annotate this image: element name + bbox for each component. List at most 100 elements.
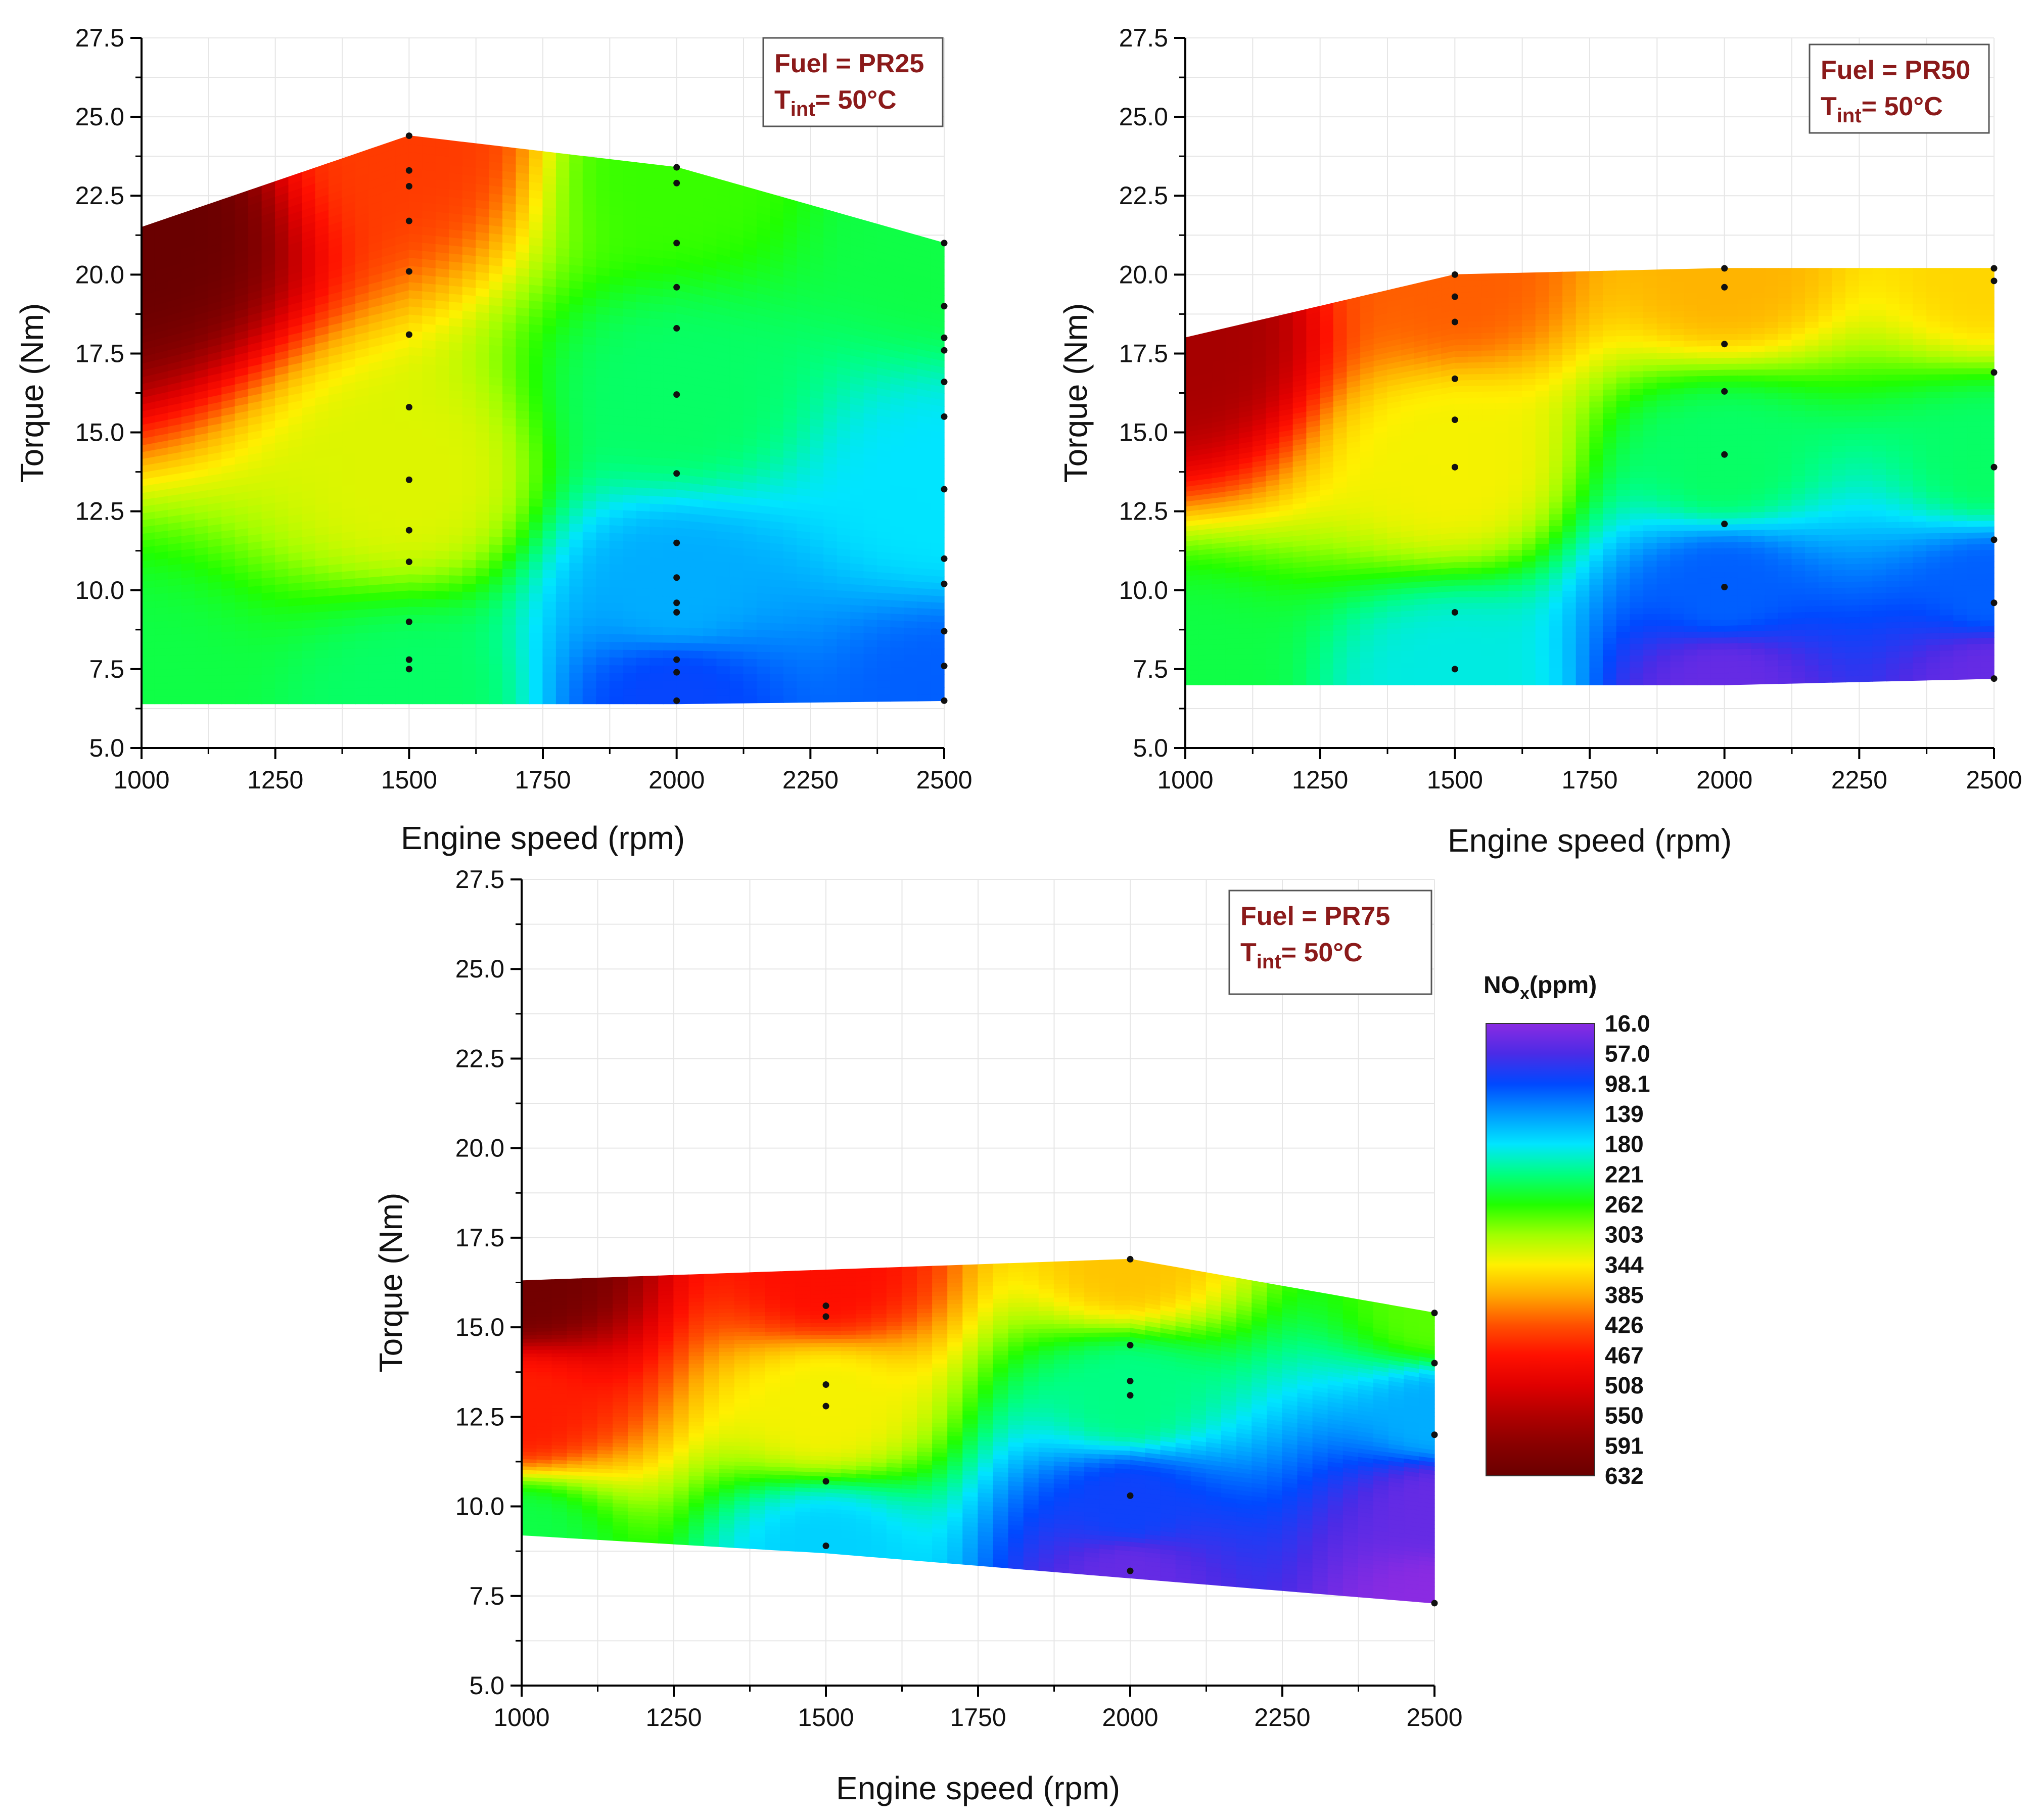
contour-cell [756,585,771,594]
contour-cell [1266,674,1280,680]
data-point [941,379,948,386]
contour-cell [154,627,169,636]
contour-cell [1185,659,1199,666]
contour-cell [797,601,811,611]
contour-cell [435,429,450,439]
contour-cell [903,667,918,675]
contour-cell [315,611,330,620]
contour-cell [650,572,664,581]
contour-cell [408,606,423,616]
contour-cell [689,596,704,606]
contour-cell [903,661,918,668]
contour-cell [542,333,557,343]
contour-cell [542,427,557,437]
contour-cell [1252,648,1267,655]
contour-cell [462,334,477,344]
contour-cell [582,367,597,377]
contour-cell [408,338,423,348]
contour-cell [395,549,409,559]
contour-cell [877,592,891,600]
contour-cell [650,688,664,697]
contour-cell [582,695,597,705]
contour-cell [489,663,503,673]
contour-cell [422,687,436,696]
data-point [673,284,680,291]
contour-cell [596,563,610,572]
contour-cell [850,611,864,620]
contour-cell [301,596,316,605]
contour-cell [650,410,664,420]
contour-cell [221,609,236,618]
contour-cell [569,342,584,352]
contour-cell [382,567,396,577]
contour-cell [663,634,677,643]
contour-cell [917,627,932,635]
contour-cell [582,492,597,501]
contour-cell [395,679,409,688]
contour-cell [555,436,570,446]
contour-cell [569,507,584,517]
contour-cell [516,465,530,475]
contour-cell [863,660,878,668]
contour-cell [168,689,182,697]
contour-cell [609,610,624,619]
contour-cell [1185,644,1199,651]
contour-cell [689,665,704,674]
contour-cell [382,615,396,625]
contour-cell [689,558,704,568]
contour-cell [783,616,798,624]
contour-cell [756,629,771,638]
contour-cell [476,695,490,705]
contour-cell [555,570,570,579]
contour-cell [850,652,864,661]
contour-cell [315,672,330,681]
contour-cell [676,680,690,689]
contour-cell [850,570,864,578]
contour-cell [650,318,664,328]
contour-cell [422,363,436,374]
contour-cell [408,411,423,421]
contour-cell [516,513,530,523]
contour-cell [449,542,463,552]
contour-cell [342,617,356,627]
contour-cell [890,633,905,641]
contour-cell [208,653,222,662]
contour-cell [569,593,584,603]
contour-cell [569,648,584,658]
contour-cell [703,590,717,599]
contour-cell [275,688,289,697]
contour-cell [716,673,731,681]
contour-cell [342,562,356,572]
contour-cell [449,293,463,303]
contour-cell [663,642,677,651]
contour-cell [797,566,811,575]
contour-cell [823,624,838,633]
contour-cell [609,532,624,542]
contour-cell [529,410,543,421]
contour-cell [663,296,677,306]
contour-cell [716,583,731,592]
contour-cell [542,348,557,358]
contour-cell [596,532,610,541]
contour-cell [596,508,610,518]
contour-cell [476,383,490,393]
contour-cell [689,680,704,689]
contour-cell [422,566,436,575]
contour-cell [408,395,423,405]
contour-cell [408,468,423,478]
contour-cell [275,598,289,608]
contour-cell [221,616,236,625]
contour-cell [261,606,276,616]
contour-cell [476,687,490,696]
contour-cell [555,310,570,320]
contour-cell [408,590,423,599]
contour-cell [636,618,651,627]
contour-cell [275,568,289,578]
contour-cell [529,577,543,586]
contour-cell [435,251,450,262]
contour-cell [609,664,624,673]
contour-cell [529,624,543,633]
x-tick-label: 2250 [782,766,839,794]
contour-cell [529,616,543,626]
contour-cell [1266,621,1280,628]
